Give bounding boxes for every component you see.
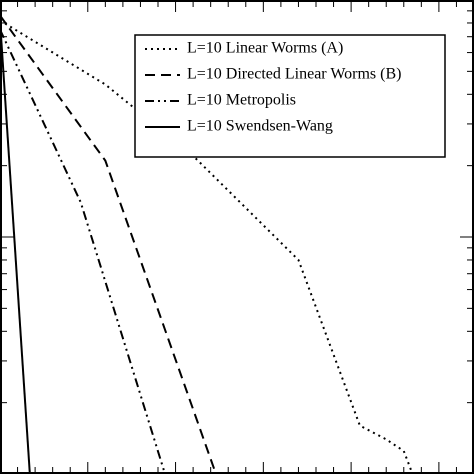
- legend-label: L=10 Linear Worms (A): [187, 40, 343, 57]
- legend-label: L=10 Directed Linear Worms (B): [187, 66, 401, 83]
- legend-label: L=10 Metropolis: [187, 92, 296, 109]
- series-line: [0, 20, 31, 474]
- series-line: [0, 29, 166, 474]
- series-line: [0, 14, 217, 474]
- legend-label: L=10 Swendsen-Wang: [187, 118, 333, 135]
- legend-box: [134, 34, 446, 158]
